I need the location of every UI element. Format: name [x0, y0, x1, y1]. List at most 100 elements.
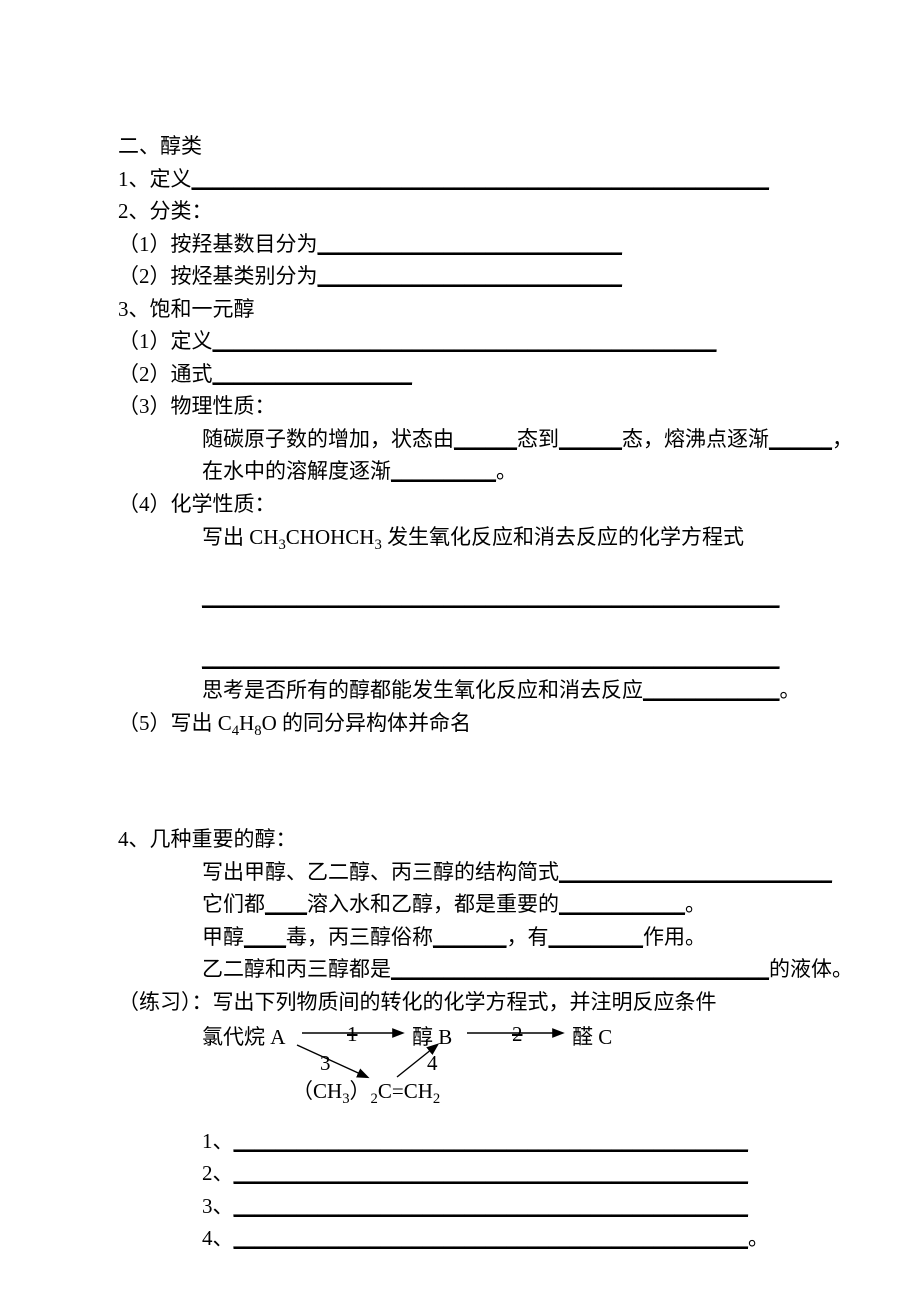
- text: 态到: [517, 427, 559, 451]
- text: 。: [685, 892, 706, 916]
- text: 。: [496, 459, 517, 483]
- item-4-line1: 写出甲醇、乙二醇、丙三醇的结构简式_______________________…: [118, 856, 802, 889]
- label: 按羟基数目分为: [171, 232, 318, 256]
- blank: ________________________________________…: [234, 1194, 749, 1218]
- item-4-line3: 甲醇____毒，丙三醇俗称_______，有_________作用。: [118, 921, 802, 954]
- label: 化学性质：: [171, 492, 276, 516]
- text: 毒，丙三醇俗称: [286, 925, 433, 949]
- num: （2）: [118, 362, 171, 386]
- item-1: 1、定义____________________________________…: [118, 163, 802, 196]
- text: 溶入水和乙醇，都是重要的: [307, 892, 559, 916]
- label: 定义: [171, 329, 213, 353]
- label: 饱和一元醇: [150, 297, 255, 321]
- item-3-4-line3: 思考是否所有的醇都能发生氧化反应和消去反应_____________。: [118, 674, 802, 707]
- item-2-2: （2）按烃基类别分为_____________________________: [118, 260, 802, 293]
- text: 的液体。: [769, 957, 853, 981]
- item-2: 2、分类：: [118, 195, 802, 228]
- label: 按烃基类别分为: [171, 264, 318, 288]
- text: ，: [832, 427, 853, 451]
- blank: _____________________________: [318, 232, 623, 256]
- blank: ________________________________________…: [213, 329, 717, 353]
- item-3-4-line1: 写出 CH3CHOHCH3 发生氧化反应和消去反应的化学方程式: [118, 521, 802, 554]
- item-3-3-line2: 在水中的溶解度逐渐__________。: [118, 455, 802, 488]
- text: 态，熔沸点逐渐: [622, 427, 769, 451]
- blank: ________________________________________…: [234, 1161, 749, 1185]
- item-3-1: （1）定义___________________________________…: [118, 325, 802, 358]
- text: H: [239, 711, 254, 735]
- text: 。: [748, 1226, 769, 1250]
- subscript: 4: [232, 723, 239, 739]
- blank: ________________________________________…: [234, 1129, 749, 1153]
- label: 物理性质：: [171, 394, 276, 418]
- label: 分类：: [150, 199, 213, 223]
- num: （1）: [118, 232, 171, 256]
- subscript: 3: [278, 537, 285, 553]
- item-3-5: （5）写出 C4H8O 的同分异构体并命名: [118, 707, 802, 740]
- text: CHOHCH: [286, 525, 375, 549]
- blank: _______: [433, 925, 507, 949]
- text: 思考是否所有的醇都能发生氧化反应和消去反应: [202, 678, 643, 702]
- blank: _____________: [643, 678, 780, 702]
- blank: ________________________________________…: [202, 646, 780, 670]
- answer-3: 3、______________________________________…: [118, 1190, 802, 1223]
- subscript: 3: [374, 537, 381, 553]
- item-4-line2: 它们都____溶入水和乙醇，都是重要的____________。: [118, 888, 802, 921]
- num: 4、: [118, 827, 150, 851]
- item-3-4: （4）化学性质：: [118, 488, 802, 521]
- item-3-4-blank1: ________________________________________…: [118, 581, 802, 614]
- item-3-3: （3）物理性质：: [118, 390, 802, 423]
- item-4: 4、几种重要的醇：: [118, 823, 802, 856]
- num: （3）: [118, 394, 171, 418]
- blank: ______: [769, 427, 832, 451]
- blank: ________________________________________…: [234, 1226, 749, 1250]
- label: 定义: [150, 167, 192, 191]
- item-2-1: （1）按羟基数目分为_____________________________: [118, 228, 802, 261]
- arrows-svg: [202, 1021, 702, 1101]
- subscript: 8: [254, 723, 261, 739]
- blank: ________________________________________…: [192, 167, 770, 191]
- spacer: [118, 739, 802, 823]
- blank: ____: [244, 925, 286, 949]
- blank: ___________________: [213, 362, 413, 386]
- text: 发生氧化反应和消去反应的化学方程式: [382, 525, 744, 549]
- blank: _________: [549, 925, 644, 949]
- num: 4、: [202, 1226, 234, 1250]
- text: 在水中的溶解度逐渐: [202, 459, 391, 483]
- blank: ____________________________________: [391, 957, 769, 981]
- answer-4: 4、______________________________________…: [118, 1222, 802, 1255]
- num: 2、: [118, 199, 150, 223]
- spacer: [118, 1105, 802, 1125]
- num: 3、: [202, 1194, 234, 1218]
- blank: _____________________________: [318, 264, 623, 288]
- blank: ______: [559, 427, 622, 451]
- label: 几种重要的醇：: [150, 827, 297, 851]
- arrow-3: [297, 1045, 367, 1077]
- text: 作用。: [643, 925, 706, 949]
- text: 它们都: [202, 892, 265, 916]
- blank: ________________________________________…: [202, 585, 780, 609]
- num: 2、: [202, 1161, 234, 1185]
- text: 写出 CH: [202, 525, 278, 549]
- text: 写出甲醇、乙二醇、丙三醇的结构简式: [202, 860, 559, 884]
- blank: ____: [265, 892, 307, 916]
- practice-head: （练习）：写出下列物质间的转化的化学方程式，并注明反应条件: [118, 986, 802, 1019]
- num: （4）: [118, 492, 171, 516]
- blank: ____________: [559, 892, 685, 916]
- num: 1、: [202, 1129, 234, 1153]
- text: 。: [780, 678, 801, 702]
- item-3-4-blank2: ________________________________________…: [118, 642, 802, 675]
- text: ，有: [507, 925, 549, 949]
- answer-2: 2、______________________________________…: [118, 1157, 802, 1190]
- arrow-4: [397, 1045, 437, 1077]
- blank: ______: [454, 427, 517, 451]
- blank: __________: [391, 459, 496, 483]
- item-4-line4: 乙二醇和丙三醇都是_______________________________…: [118, 953, 802, 986]
- item-3-2: （2）通式___________________: [118, 358, 802, 391]
- text: O 的同分异构体并命名: [262, 711, 471, 735]
- num: （2）: [118, 264, 171, 288]
- reaction-diagram: 氯代烷 A 醇 B 醛 C 1 2 3 4 （CH3）2C=CH2: [202, 1021, 802, 1101]
- item-3-3-line1: 随碳原子数的增加，状态由______态到______态，熔沸点逐渐______，: [118, 423, 802, 456]
- num: （1）: [118, 329, 171, 353]
- text: 写出 C: [171, 711, 232, 735]
- text: 随碳原子数的增加，状态由: [202, 427, 454, 451]
